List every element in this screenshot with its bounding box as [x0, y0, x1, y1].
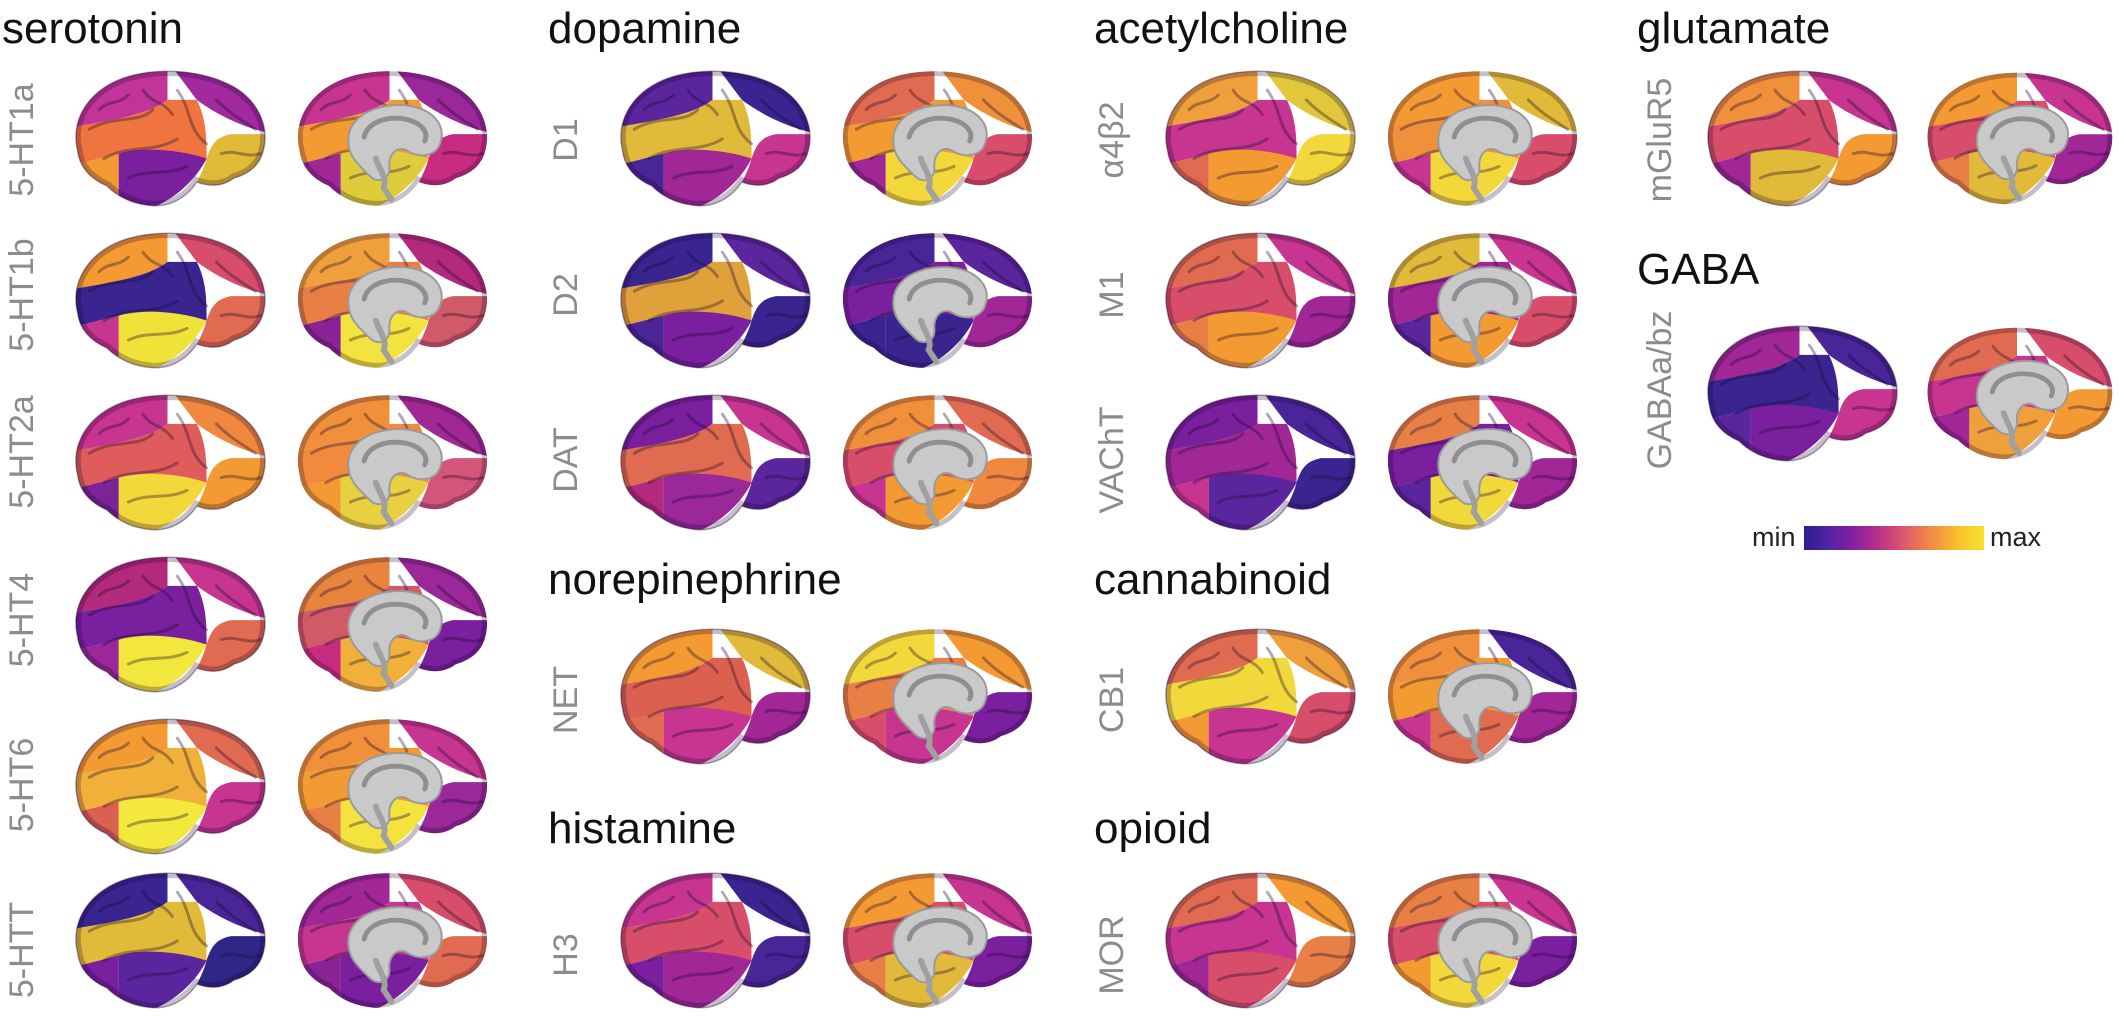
brain-lateral-5ht1b [75, 232, 266, 369]
receptor-label-h3: H3 [547, 933, 585, 977]
colorbar-max-label: max [1990, 522, 2042, 552]
brain-lateral-cb1 [1165, 628, 1356, 765]
brain-medial-5ht6 [297, 719, 488, 854]
receptor-label-cb1: CB1 [1093, 666, 1131, 734]
brain-medial-5ht1b [297, 233, 488, 368]
brain-lateral-gabaa-bz [1707, 325, 1898, 462]
brain-medial-net [842, 629, 1033, 764]
group-title-histamine: histamine [548, 804, 737, 853]
group-title-glutamate: glutamate [1637, 4, 1831, 53]
brain-medial-vacht [1387, 395, 1578, 530]
brain-medial-cb1 [1387, 629, 1578, 764]
receptor-label-5ht6: 5-HT6 [3, 737, 41, 833]
receptor-label-5ht2a: 5-HT2a [3, 395, 41, 509]
receptor-label-d2: D2 [547, 273, 585, 317]
brain-lateral-net [620, 628, 811, 765]
brain-lateral-5ht6 [75, 718, 266, 855]
brain-medial-m1 [1387, 233, 1578, 368]
receptor-label-net: NET [547, 666, 585, 734]
receptor-label-vacht: VAChT [1093, 406, 1131, 514]
brain-medial-5ht1a [297, 71, 488, 206]
group-title-serotonin: serotonin [2, 4, 184, 53]
receptor-label-m1: M1 [1093, 271, 1131, 319]
receptor-label-mglur5: mGluR5 [1641, 77, 1679, 203]
brain-medial-5htt [297, 873, 488, 1008]
brain-lateral-vacht [1165, 394, 1356, 531]
brain-lateral-m1 [1165, 232, 1356, 369]
colorbar [1804, 526, 1984, 550]
brain-medial-mglur5 [1927, 72, 2113, 205]
group-title-dopamine: dopamine [548, 4, 742, 53]
brain-lateral-dat [620, 394, 811, 531]
brain-lateral-5htt [75, 872, 266, 1009]
brain-lateral-mglur5 [1707, 70, 1898, 207]
brain-medial-d2 [842, 233, 1033, 368]
brain-lateral-a4b2 [1165, 70, 1356, 207]
brain-medial-h3 [842, 873, 1033, 1008]
group-title-norepinephrine: norepinephrine [548, 555, 842, 604]
group-title-gaba: GABA [1637, 245, 1760, 294]
brain-lateral-5ht2a [75, 394, 266, 531]
brain-lateral-d2 [620, 232, 811, 369]
receptor-label-mor: MOR [1093, 915, 1131, 995]
brain-medial-a4b2 [1387, 71, 1578, 206]
receptor-label-dat: DAT [547, 427, 585, 493]
brain-medial-mor [1387, 873, 1578, 1008]
brain-medial-5ht2a [297, 395, 488, 530]
group-title-cannabinoid: cannabinoid [1094, 555, 1332, 604]
brain-lateral-5ht4 [75, 556, 266, 693]
receptor-label-a4b2: α4β2 [1093, 101, 1131, 179]
colorbar-min-label: min [1752, 522, 1796, 552]
receptor-label-5ht1a: 5-HT1a [3, 83, 41, 197]
group-title-opioid: opioid [1094, 804, 1212, 853]
brain-medial-gabaa-bz [1927, 327, 2113, 460]
receptor-label-d1: D1 [547, 118, 585, 162]
group-title-acetylcholine: acetylcholine [1094, 4, 1349, 53]
brain-lateral-mor [1165, 872, 1356, 1009]
brain-lateral-d1 [620, 70, 811, 207]
brain-medial-5ht4 [297, 557, 488, 692]
receptor-label-5htt: 5-HTT [3, 901, 41, 999]
brain-lateral-h3 [620, 872, 811, 1009]
brain-medial-d1 [842, 71, 1033, 206]
brain-lateral-5ht1a [75, 70, 266, 207]
receptor-label-5ht1b: 5-HT1b [3, 238, 41, 352]
brain-medial-dat [842, 395, 1033, 530]
receptor-label-5ht4: 5-HT4 [3, 572, 41, 668]
receptor-label-gabaa-bz: GABAa/bz [1641, 310, 1679, 470]
